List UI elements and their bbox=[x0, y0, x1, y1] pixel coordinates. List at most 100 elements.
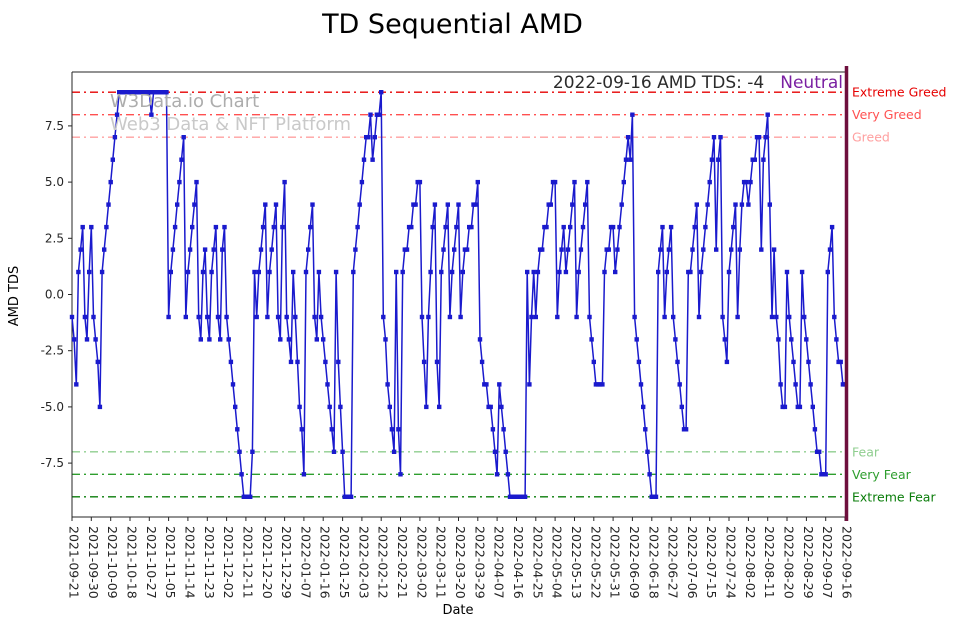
series-marker bbox=[525, 269, 530, 275]
series-marker bbox=[114, 112, 120, 117]
series-marker bbox=[445, 202, 450, 207]
series-marker bbox=[767, 202, 772, 207]
series-marker bbox=[658, 247, 663, 252]
series-marker bbox=[653, 494, 659, 499]
series-marker bbox=[529, 314, 534, 320]
series-marker bbox=[168, 269, 173, 275]
series-marker bbox=[825, 269, 830, 275]
series-marker bbox=[636, 359, 642, 365]
series-marker bbox=[202, 247, 208, 252]
series-marker bbox=[735, 314, 740, 320]
series-marker bbox=[177, 179, 182, 185]
series-marker bbox=[578, 247, 584, 252]
series-marker bbox=[213, 224, 219, 230]
series-marker bbox=[312, 314, 317, 320]
x-tick-label: 2021-12-02 bbox=[221, 526, 236, 599]
series-marker bbox=[421, 359, 427, 365]
series-marker bbox=[99, 269, 105, 275]
series-marker bbox=[744, 179, 749, 185]
series-marker bbox=[314, 337, 319, 342]
series-marker bbox=[224, 314, 229, 320]
series-marker bbox=[583, 202, 588, 207]
series-marker bbox=[166, 314, 171, 320]
series-marker bbox=[793, 382, 798, 387]
x-tick-label: 2022-06-09 bbox=[627, 526, 642, 599]
series-marker bbox=[808, 382, 813, 387]
series-marker bbox=[641, 404, 646, 410]
x-tick-label: 2021-10-18 bbox=[125, 526, 140, 599]
series-marker bbox=[746, 202, 751, 207]
series-marker bbox=[776, 337, 781, 342]
x-tick-label: 2022-07-06 bbox=[685, 526, 700, 599]
series-marker bbox=[361, 157, 367, 162]
series-marker bbox=[656, 269, 661, 275]
series-marker bbox=[634, 337, 639, 342]
series-marker bbox=[278, 337, 283, 342]
series-marker bbox=[230, 382, 236, 387]
x-tick-label: 2022-08-29 bbox=[801, 526, 816, 599]
series-marker bbox=[80, 224, 85, 230]
tds-annotation: 2022-09-16 AMD TDS: -4 Neutral bbox=[553, 73, 843, 93]
series-marker bbox=[323, 359, 328, 365]
series-marker bbox=[316, 269, 322, 275]
series-marker bbox=[716, 157, 721, 162]
series-marker bbox=[430, 224, 435, 230]
series-marker bbox=[218, 337, 223, 342]
series-marker bbox=[756, 135, 762, 140]
series-marker bbox=[490, 427, 496, 432]
threshold-label: Extreme Greed bbox=[852, 85, 946, 100]
series-marker bbox=[503, 449, 508, 454]
series-marker bbox=[789, 337, 794, 342]
series-marker bbox=[449, 269, 455, 275]
series-marker bbox=[372, 135, 377, 140]
series-marker bbox=[690, 247, 695, 252]
series-marker bbox=[353, 247, 358, 252]
series-marker bbox=[643, 427, 648, 432]
series-marker bbox=[181, 135, 186, 140]
series-marker bbox=[368, 112, 373, 117]
series-marker bbox=[484, 382, 489, 387]
x-tick-label: 2022-05-13 bbox=[569, 526, 584, 599]
series-marker bbox=[748, 179, 753, 185]
x-tick-label: 2022-06-27 bbox=[666, 526, 681, 599]
series-marker bbox=[771, 247, 777, 252]
sentiment-label: Neutral bbox=[780, 73, 843, 93]
series-marker bbox=[673, 337, 678, 342]
series-marker bbox=[729, 247, 734, 252]
threshold-label: Very Fear bbox=[852, 467, 912, 482]
series-marker bbox=[288, 359, 294, 365]
series-marker bbox=[69, 314, 75, 320]
series-marker bbox=[207, 337, 212, 342]
x-tick-label: 2021-12-20 bbox=[260, 526, 275, 599]
series-marker bbox=[327, 404, 332, 410]
series-marker bbox=[829, 224, 835, 230]
series-line bbox=[71, 91, 845, 498]
series-marker bbox=[295, 359, 300, 365]
series-marker bbox=[561, 224, 566, 230]
x-tick-label: 2022-09-16 bbox=[840, 526, 855, 599]
threshold-label: Very Greed bbox=[852, 107, 922, 122]
series-marker bbox=[688, 269, 693, 275]
series-marker bbox=[348, 494, 354, 499]
x-tick-label: 2022-03-29 bbox=[472, 526, 487, 599]
series-marker bbox=[409, 224, 414, 230]
y-tick-label: -5.0 bbox=[41, 400, 64, 414]
series-marker bbox=[209, 269, 214, 275]
series-marker bbox=[752, 157, 757, 162]
series-marker bbox=[175, 202, 180, 207]
series-marker bbox=[84, 337, 90, 342]
series-marker bbox=[424, 404, 429, 410]
x-tick-label: 2022-06-18 bbox=[646, 526, 661, 599]
series-marker bbox=[660, 224, 665, 230]
series-marker bbox=[456, 202, 461, 207]
x-tick-label: 2021-11-23 bbox=[202, 526, 217, 599]
series-marker bbox=[737, 247, 742, 252]
x-tick-label: 2021-09-21 bbox=[67, 526, 82, 599]
series-marker bbox=[297, 404, 302, 410]
series-marker bbox=[838, 359, 843, 365]
series-marker bbox=[460, 269, 465, 275]
series-marker bbox=[284, 314, 289, 320]
series-marker bbox=[739, 202, 745, 207]
series-marker bbox=[625, 135, 631, 140]
